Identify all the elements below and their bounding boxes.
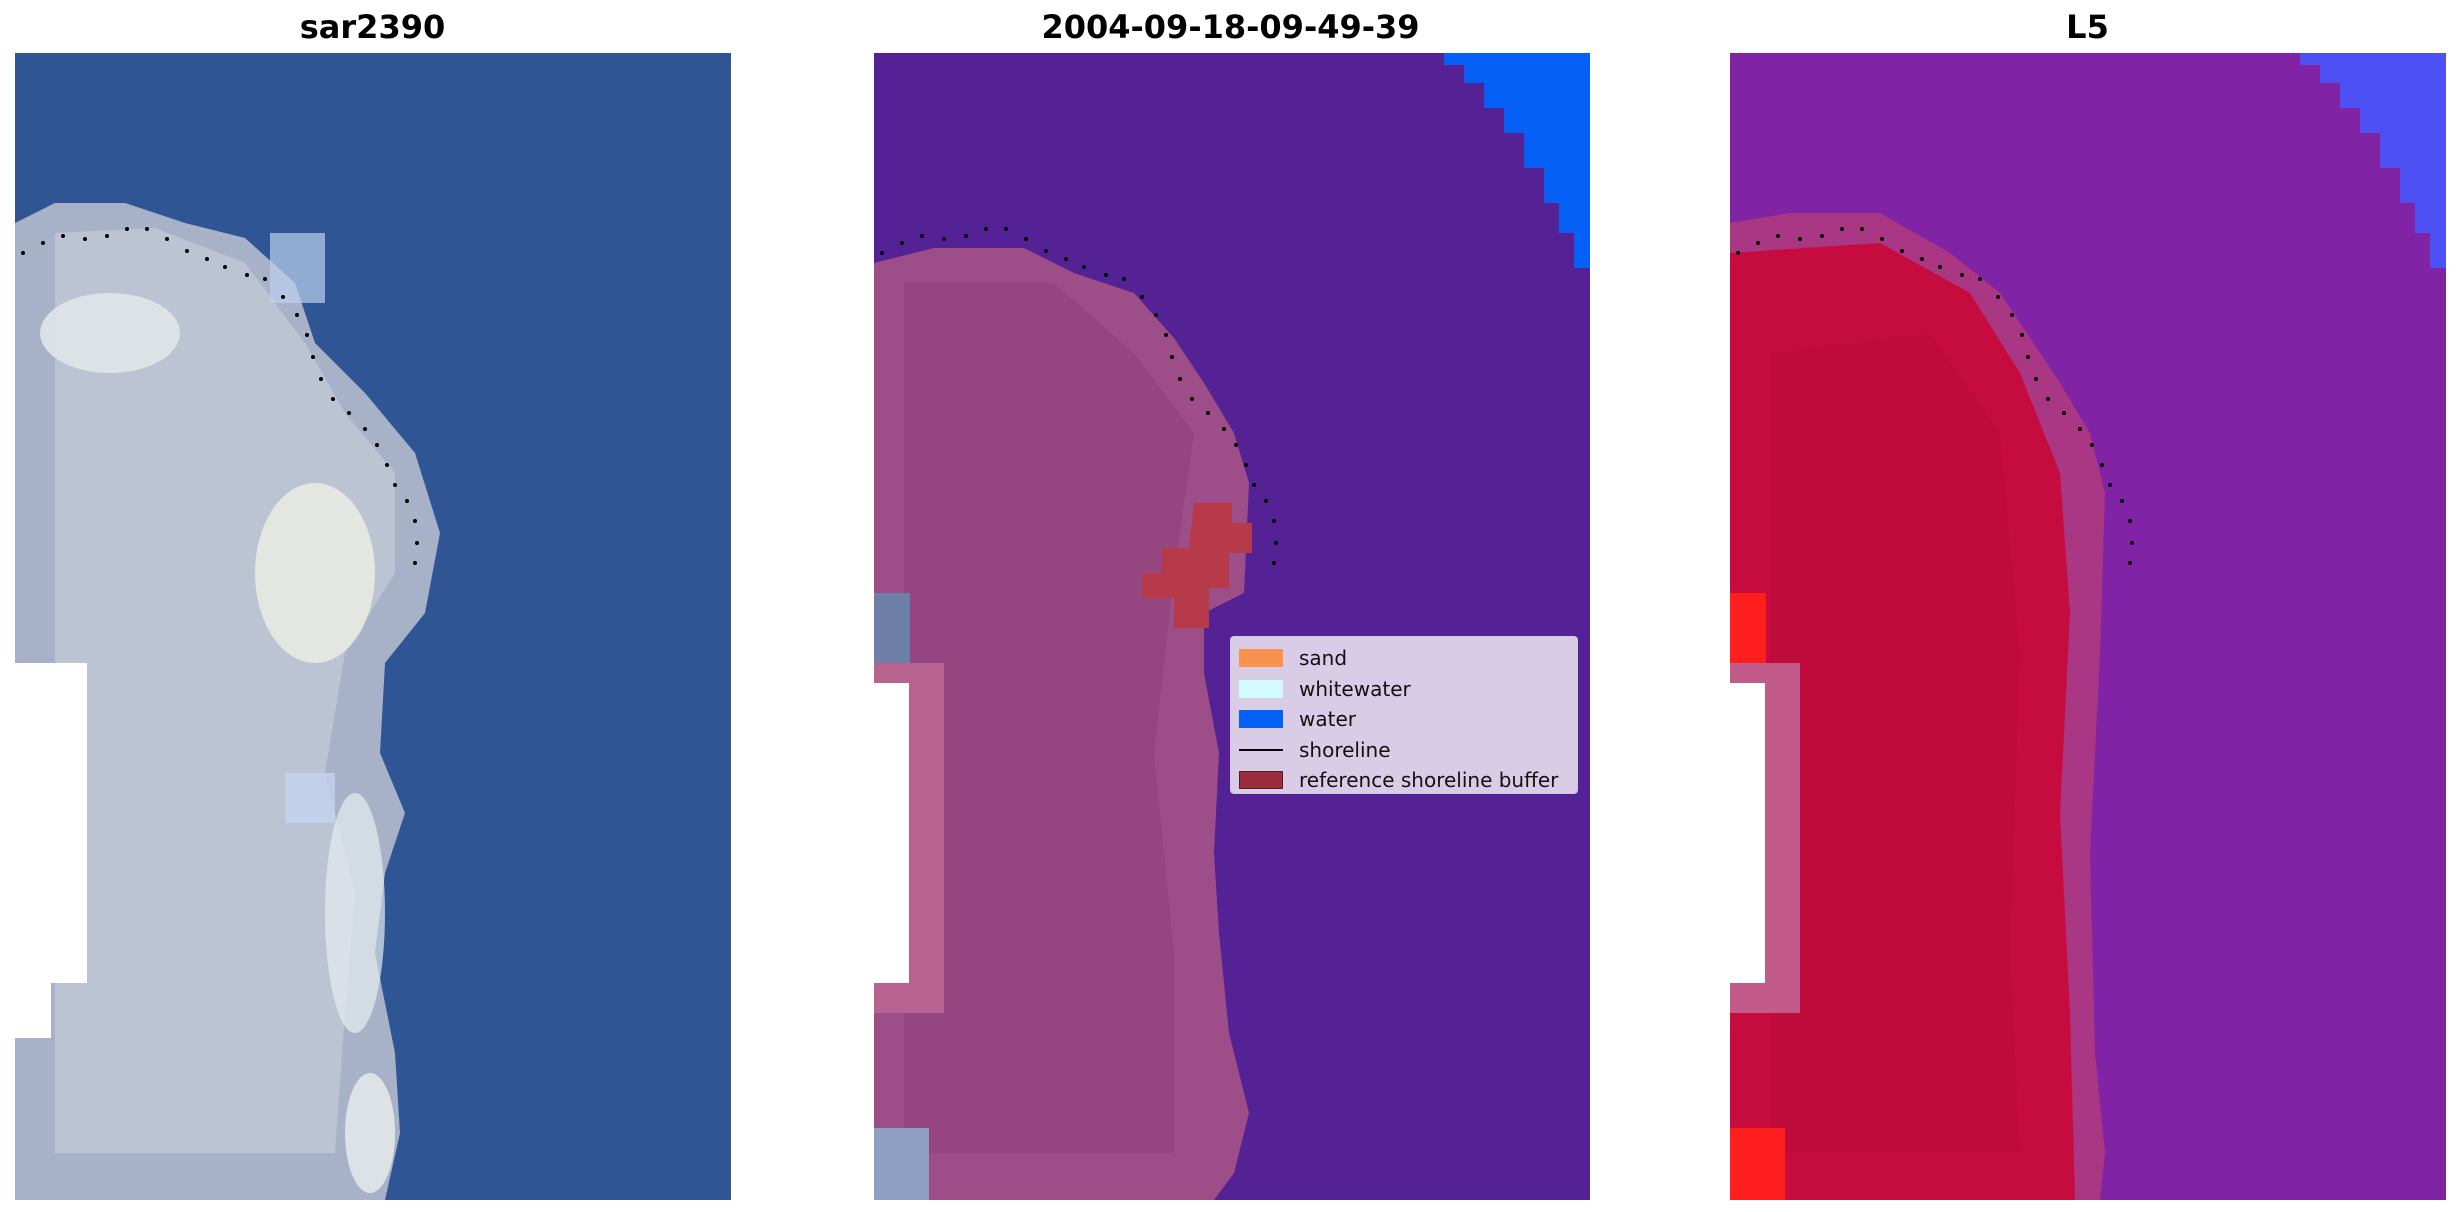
legend-label-sand: sand [1299,646,1348,671]
legend-label-whitewater: whitewater [1299,676,1411,701]
classification-image [874,53,1590,1200]
legend-item-reference-shoreline-buffer: reference shoreline buffer [1239,765,1569,796]
panel-classification: 2004-09-18-09-49-39 [858,0,1603,1212]
panel-title-l5: L5 [2066,8,2109,46]
panel-title-classification: 2004-09-18-09-49-39 [1041,8,1420,46]
legend-swatch-shoreline [1239,748,1283,751]
legend-item-water: water [1239,704,1569,735]
l5-image [1730,53,2446,1200]
legend-label-shoreline: shoreline [1299,737,1391,762]
panel-l5: L5 [1715,0,2460,1212]
panel-title-rgb: sar2390 [299,8,446,46]
rgb-image [15,53,731,1200]
legend-swatch-sand [1239,649,1283,668]
legend-swatch-whitewater [1239,679,1283,698]
legend-swatch-water [1239,710,1283,729]
legend-label-water: water [1299,707,1356,732]
legend-label-reference-shoreline-buffer: reference shoreline buffer [1299,768,1559,793]
legend-item-shoreline: shoreline [1239,735,1569,766]
legend: sand whitewater water shoreline referenc… [1230,636,1578,794]
legend-item-sand: sand [1239,643,1569,674]
legend-swatch-reference-shoreline-buffer [1239,771,1283,790]
legend-item-whitewater: whitewater [1239,674,1569,705]
panel-rgb: sar2390 [0,0,745,1212]
